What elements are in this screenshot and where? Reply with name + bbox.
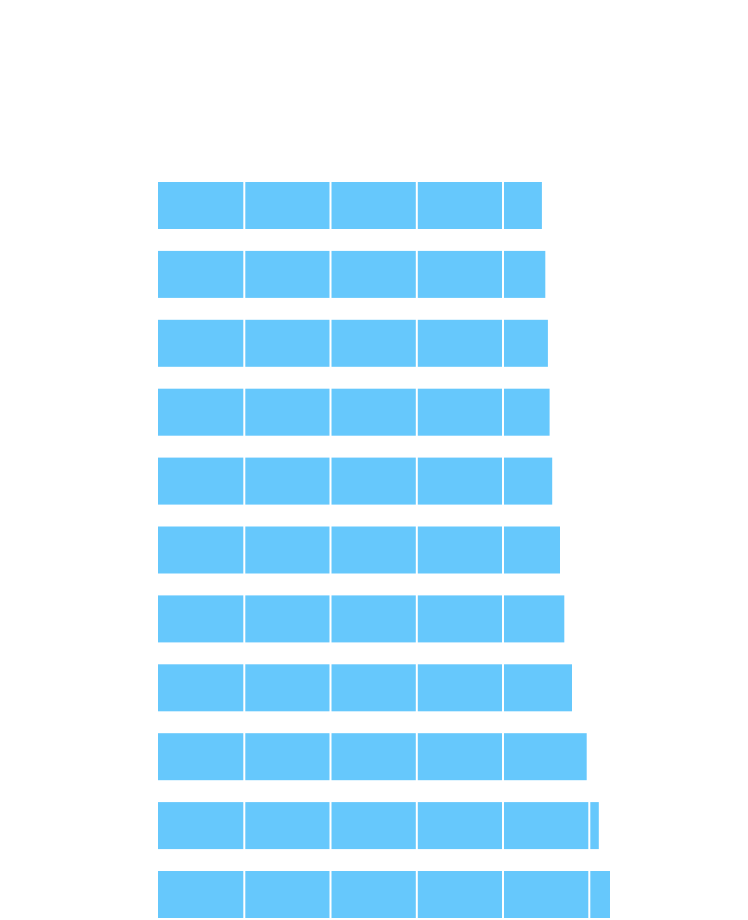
gridline-group: [243, 175, 591, 920]
bar-4: [158, 388, 550, 436]
bar-2: [158, 250, 546, 298]
bar-7: [158, 595, 565, 643]
bar-3: [158, 319, 548, 367]
bar-9: [158, 733, 587, 781]
bar-5: [158, 457, 553, 505]
bar-10: [158, 802, 599, 850]
bar-1: [158, 182, 542, 229]
bar-group: [158, 182, 610, 918]
bar-6: [158, 526, 560, 574]
bar-8: [158, 664, 572, 712]
bar-11: [158, 871, 610, 918]
